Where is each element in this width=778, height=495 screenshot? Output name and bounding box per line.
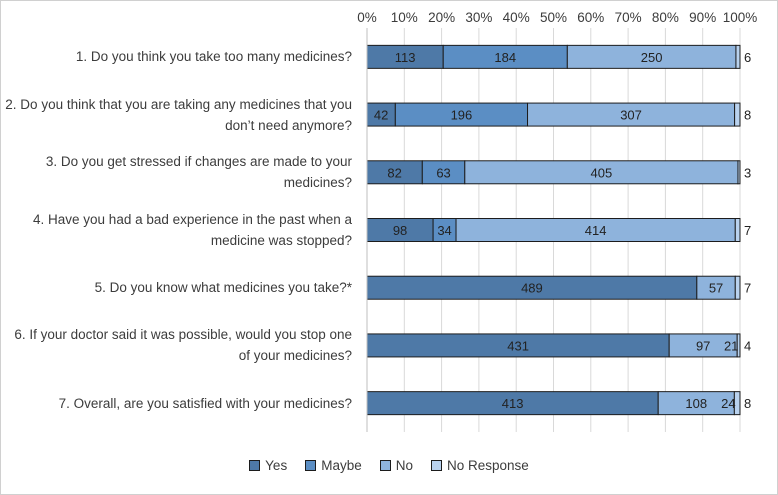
x-tick-label: 80% bbox=[652, 10, 679, 25]
bar-no-response bbox=[735, 44, 741, 69]
legend-swatch bbox=[305, 460, 317, 471]
data-label: 108 bbox=[685, 396, 707, 411]
question-label: 6. If your doctor said it was possible, … bbox=[14, 327, 352, 364]
x-tick-label: 90% bbox=[689, 10, 716, 25]
legend-swatch bbox=[249, 460, 261, 471]
legend-label: Maybe bbox=[321, 458, 362, 473]
data-label: 184 bbox=[494, 50, 516, 65]
bar-no-response bbox=[737, 160, 741, 185]
bar-no-response bbox=[736, 333, 741, 358]
data-label: 97 bbox=[696, 338, 710, 353]
x-tick-label: 20% bbox=[428, 10, 455, 25]
data-label: 4 bbox=[744, 338, 751, 353]
x-tick-label: 40% bbox=[503, 10, 530, 25]
question-label: 2. Do you think that you are taking any … bbox=[5, 96, 352, 133]
bar-no-response bbox=[734, 102, 741, 127]
data-label: 431 bbox=[507, 338, 529, 353]
legend-item: No Response bbox=[431, 458, 529, 473]
data-label: 414 bbox=[585, 223, 607, 238]
data-label: 196 bbox=[451, 108, 473, 123]
data-label: 7 bbox=[744, 223, 751, 238]
x-tick-label: 70% bbox=[615, 10, 642, 25]
legend: Yes Maybe No No Response bbox=[0, 458, 778, 473]
legend-swatch bbox=[379, 460, 391, 471]
question-label: 4. Have you had a bad experience in the … bbox=[33, 212, 352, 248]
bar-no-response bbox=[733, 391, 741, 416]
data-label: 250 bbox=[641, 50, 663, 65]
legend-item: No bbox=[379, 458, 413, 473]
data-label: 82 bbox=[387, 165, 401, 180]
data-label: 24 bbox=[721, 396, 735, 411]
data-label: 489 bbox=[521, 281, 543, 296]
data-label: 34 bbox=[437, 223, 451, 238]
legend-label: Yes bbox=[265, 458, 288, 473]
question-label: 5. Do you know what medicines you take?* bbox=[94, 280, 352, 296]
question-label: 1. Do you think you take too many medici… bbox=[75, 49, 352, 65]
x-tick-label: 30% bbox=[465, 10, 492, 25]
question-label: 3. Do you get stressed if changes are ma… bbox=[45, 154, 352, 191]
data-label: 21 bbox=[724, 338, 738, 353]
data-label: 3 bbox=[744, 165, 751, 180]
bar-no-response bbox=[734, 218, 741, 242]
question-label: 7. Overall, are you satisfied with your … bbox=[58, 395, 352, 411]
bar-no-response bbox=[734, 275, 741, 300]
legend-label: No bbox=[395, 458, 413, 473]
data-label: 6 bbox=[744, 50, 751, 65]
data-label: 57 bbox=[709, 281, 723, 296]
data-label: 8 bbox=[744, 108, 751, 123]
data-label: 8 bbox=[744, 396, 751, 411]
data-label: 405 bbox=[591, 165, 613, 180]
data-label: 7 bbox=[744, 281, 751, 296]
data-label: 307 bbox=[620, 108, 642, 123]
x-tick-label: 60% bbox=[577, 10, 604, 25]
x-tick-label: 10% bbox=[391, 10, 418, 25]
data-label: 113 bbox=[395, 50, 416, 65]
data-label: 63 bbox=[436, 165, 450, 180]
legend-swatch bbox=[431, 460, 442, 471]
legend-item: Yes bbox=[249, 458, 287, 473]
x-tick-label: 50% bbox=[540, 10, 567, 25]
legend-label: No Response bbox=[447, 458, 529, 473]
data-label: 42 bbox=[374, 108, 388, 123]
legend-item: Maybe bbox=[305, 458, 362, 473]
data-label: 413 bbox=[502, 396, 524, 411]
x-tick-label: 0% bbox=[357, 10, 377, 25]
data-label: 98 bbox=[393, 223, 407, 238]
x-tick-label: 100% bbox=[723, 10, 758, 25]
